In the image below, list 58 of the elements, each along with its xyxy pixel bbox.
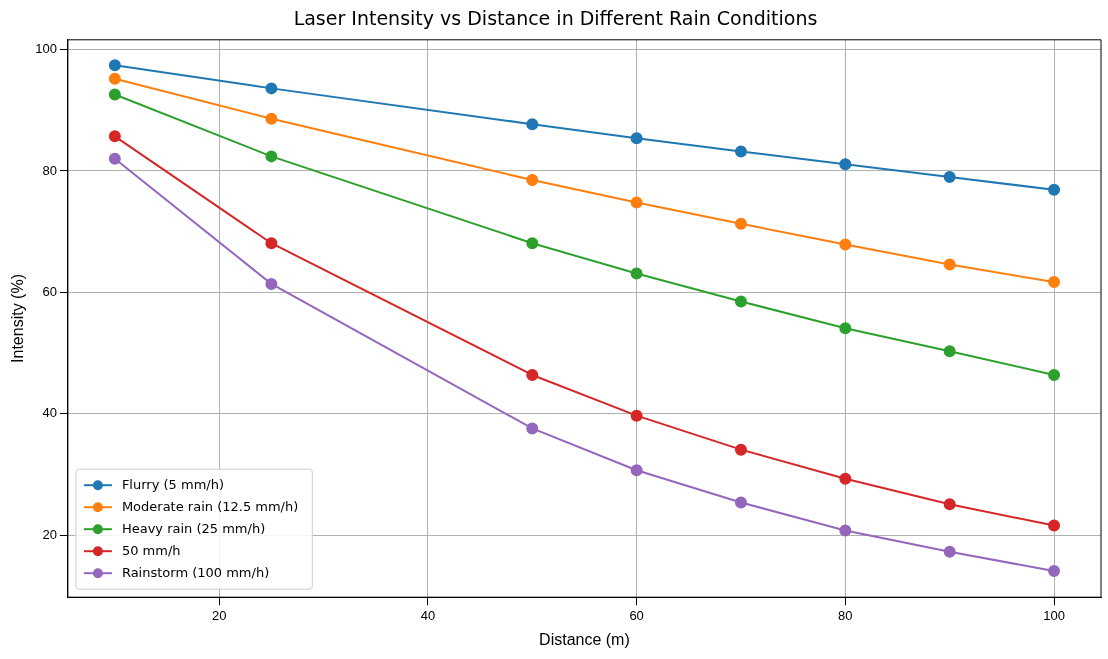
point [630, 409, 643, 422]
point [630, 464, 643, 477]
legend-label: Flurry (5 mm/h) [121, 476, 224, 492]
y-tick-label: 80 [42, 162, 57, 178]
legend-label: Heavy rain (25 mm/h) [121, 520, 266, 536]
point [526, 174, 539, 187]
y-tick-label: 60 [42, 283, 57, 299]
point [526, 118, 539, 131]
point [526, 237, 539, 250]
y-axis-title: Intensity (%) [9, 274, 27, 363]
legend-label: Moderate rain (12.5 mm/h) [121, 498, 299, 514]
y-tick-label: 40 [42, 405, 57, 421]
point [108, 88, 121, 101]
point [265, 112, 278, 125]
x-tick-label: 40 [420, 607, 436, 623]
point [734, 443, 747, 456]
point [265, 150, 278, 163]
point [839, 472, 852, 485]
legend-label: 50 mm/h [121, 542, 181, 558]
point [1048, 565, 1061, 578]
x-tick-label: 60 [629, 607, 644, 623]
x-tick-label: 20 [211, 607, 227, 623]
point [1048, 519, 1061, 532]
chart-title: Laser Intensity vs Distance in Different Rain Conditions [293, 7, 818, 30]
point [943, 345, 956, 358]
point [108, 59, 121, 72]
point [630, 132, 643, 145]
point [943, 545, 956, 558]
point [108, 152, 121, 165]
point [734, 295, 747, 308]
point [943, 258, 956, 271]
point [1048, 183, 1061, 196]
y-tick-label: 20 [42, 526, 57, 542]
point [839, 322, 852, 335]
point [1048, 368, 1061, 381]
point [839, 524, 852, 537]
point [265, 237, 278, 250]
point [943, 498, 956, 511]
y-tick-label: 100 [35, 41, 57, 57]
point [630, 196, 643, 209]
point [108, 72, 121, 85]
point [1048, 276, 1061, 289]
x-tick-label: 80 [838, 607, 853, 623]
x-tick-label: 100 [1043, 607, 1065, 623]
point [943, 171, 956, 184]
point [630, 267, 643, 280]
point [839, 238, 852, 251]
point [526, 422, 539, 435]
x-axis-title: Distance (m) [539, 630, 630, 648]
point [526, 368, 539, 381]
legend-label: Rainstorm (100 mm/h) [121, 564, 270, 580]
point [734, 145, 747, 158]
point [108, 130, 121, 143]
point [734, 496, 747, 509]
point [265, 277, 278, 290]
point [839, 158, 852, 171]
point [265, 82, 278, 95]
point [734, 217, 747, 230]
